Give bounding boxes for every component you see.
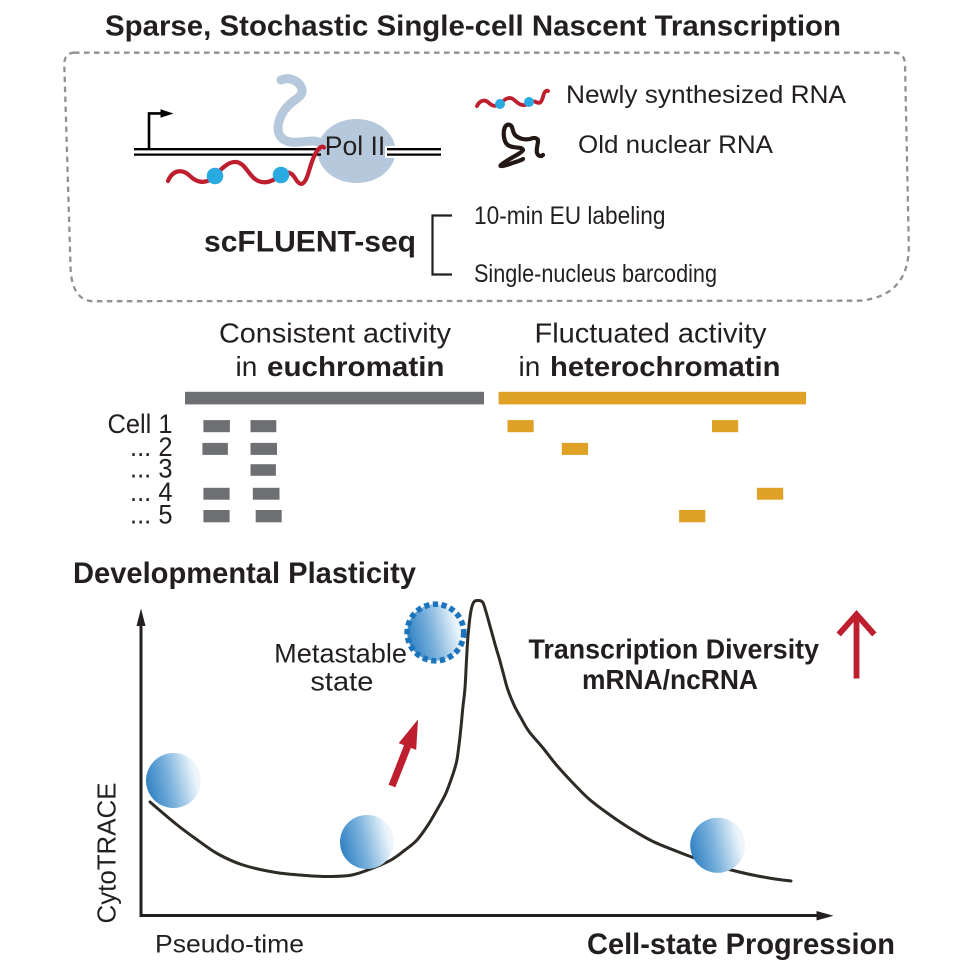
svg-text:Transcription Diversity: Transcription Diversity — [529, 634, 820, 665]
svg-text:Old nuclear RNA: Old nuclear RNA — [578, 131, 773, 159]
svg-text:10-min EU labeling: 10-min EU labeling — [474, 202, 666, 230]
svg-text:euchromatin: euchromatin — [267, 351, 445, 382]
svg-text:Cell-state Progression: Cell-state Progression — [587, 928, 895, 961]
svg-text:CytoTRACE: CytoTRACE — [94, 783, 122, 924]
svg-text:... 5: ... 5 — [130, 499, 173, 529]
svg-text:Sparse, Stochastic Single-cell: Sparse, Stochastic Single-cell Nascent T… — [105, 11, 841, 43]
svg-text:... 2: ... 2 — [130, 432, 173, 462]
svg-text:state: state — [310, 666, 373, 696]
svg-text:in: in — [519, 351, 541, 382]
svg-text:Cell 1: Cell 1 — [108, 409, 173, 439]
svg-text:Consistent activity: Consistent activity — [219, 318, 451, 349]
svg-text:Single-nucleus barcoding: Single-nucleus barcoding — [474, 260, 717, 288]
svg-text:heterochromatin: heterochromatin — [550, 351, 781, 382]
svg-text:Pseudo-time: Pseudo-time — [155, 930, 304, 958]
svg-text:scFLUENT-seq: scFLUENT-seq — [204, 226, 416, 259]
svg-text:... 3: ... 3 — [130, 453, 173, 483]
svg-text:Newly synthesized RNA: Newly synthesized RNA — [566, 81, 846, 109]
svg-text:Fluctuated activity: Fluctuated activity — [535, 318, 767, 349]
svg-text:mRNA/ncRNA: mRNA/ncRNA — [582, 664, 758, 695]
svg-text:in: in — [236, 351, 258, 382]
svg-text:Pol II: Pol II — [325, 131, 386, 161]
svg-text:Metastable: Metastable — [274, 639, 407, 669]
svg-text:... 4: ... 4 — [130, 477, 173, 507]
svg-text:Developmental Plasticity: Developmental Plasticity — [73, 557, 417, 590]
